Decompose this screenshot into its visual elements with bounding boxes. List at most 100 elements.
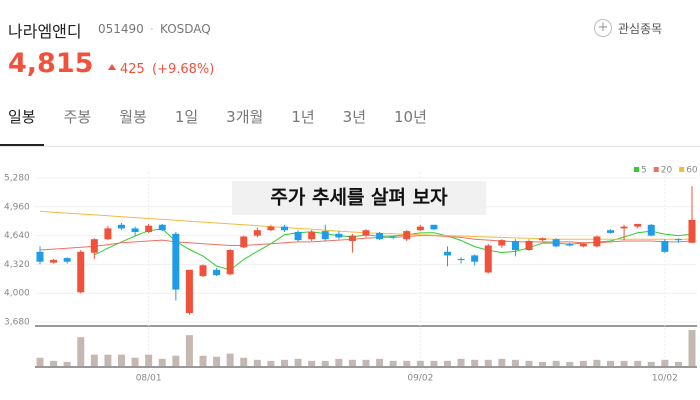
volume-bar bbox=[267, 360, 275, 366]
candle-body bbox=[335, 233, 343, 238]
candle-body bbox=[552, 239, 560, 247]
period-tab[interactable]: 주봉 bbox=[63, 108, 92, 126]
change: 425 bbox=[120, 62, 145, 77]
volume-bar bbox=[77, 337, 85, 366]
candle-body bbox=[240, 236, 248, 248]
candle-body bbox=[131, 228, 139, 232]
volume-bar bbox=[158, 358, 166, 366]
volume-bar bbox=[674, 361, 682, 366]
candle-body bbox=[362, 230, 370, 236]
y-tick-label: 5,280 bbox=[4, 174, 30, 184]
candle-body bbox=[566, 243, 574, 246]
candle-body bbox=[226, 250, 234, 275]
volume-bar bbox=[444, 360, 451, 366]
volume-bar bbox=[620, 360, 628, 366]
candle-body bbox=[471, 255, 479, 262]
volume-bar bbox=[335, 358, 343, 366]
candle-body bbox=[484, 245, 492, 273]
volume-bar bbox=[511, 359, 519, 366]
volume-bar bbox=[593, 359, 601, 366]
plus-icon: + bbox=[594, 19, 612, 37]
x-tick-label: 08/01 bbox=[136, 374, 162, 384]
x-tick-label: 10/02 bbox=[652, 374, 678, 384]
volume-bar bbox=[376, 358, 384, 366]
candle-body bbox=[661, 241, 669, 252]
candle-body bbox=[199, 265, 207, 277]
candle-body bbox=[498, 240, 506, 246]
volume-bar bbox=[281, 359, 288, 366]
legend-label: 60 bbox=[686, 166, 698, 176]
volume-bar bbox=[566, 361, 574, 366]
volume-bar bbox=[308, 360, 316, 366]
candle-body bbox=[444, 251, 451, 256]
volume-bar bbox=[145, 354, 153, 366]
market: KOSDAQ bbox=[160, 22, 211, 36]
candle-body bbox=[118, 224, 125, 229]
volume-bar bbox=[416, 360, 424, 366]
annotation: 주가 추세를 살펴 보자 bbox=[270, 187, 448, 209]
volume-bar bbox=[607, 360, 614, 366]
separator-dot: · bbox=[150, 22, 154, 36]
candle-body bbox=[185, 269, 193, 313]
volume-bar bbox=[348, 359, 356, 366]
candle-body bbox=[416, 226, 424, 231]
candle-body bbox=[321, 231, 329, 240]
legend-swatch bbox=[653, 167, 659, 172]
candle-body bbox=[145, 225, 153, 232]
candle-body bbox=[579, 243, 587, 247]
watch-label: 관심종목 bbox=[618, 21, 663, 36]
candle-body bbox=[674, 239, 682, 241]
y-tick-label: 4,960 bbox=[4, 202, 30, 212]
period-tab[interactable]: 1년 bbox=[291, 108, 315, 126]
y-tick-label: 4,320 bbox=[4, 260, 30, 270]
candle-body bbox=[158, 224, 166, 231]
candle-body bbox=[539, 238, 547, 241]
volume-bar bbox=[253, 359, 261, 366]
candle-body bbox=[634, 223, 642, 227]
legend-swatch bbox=[679, 167, 685, 172]
y-tick-label: 4,000 bbox=[4, 289, 30, 299]
volume-bar bbox=[104, 354, 112, 366]
candle-body bbox=[525, 241, 533, 250]
volume-bar bbox=[199, 355, 207, 366]
volume-bar bbox=[539, 361, 547, 366]
volume-bar bbox=[688, 330, 696, 366]
candle-body bbox=[281, 226, 288, 231]
candle-body bbox=[90, 239, 98, 253]
period-tab[interactable]: 1일 bbox=[174, 108, 199, 126]
candle-body bbox=[63, 258, 71, 262]
candle-body bbox=[36, 251, 44, 262]
x-tick-label: 09/02 bbox=[407, 374, 433, 384]
chart: 5,280 4,960 4,640 4,320 4,000 3,680 08/01 09/02… bbox=[4, 166, 698, 384]
volume-bar bbox=[525, 360, 533, 366]
volume-bar bbox=[634, 360, 642, 366]
candle-body bbox=[267, 226, 275, 231]
volume-bar bbox=[498, 358, 506, 366]
volume-bar bbox=[661, 359, 669, 366]
period-tab[interactable]: 3년 bbox=[342, 108, 367, 126]
volume-bar bbox=[389, 360, 397, 366]
candle-body bbox=[308, 232, 316, 240]
stock-name: 나라엠앤디 bbox=[8, 22, 82, 41]
watch-button[interactable]: + 관심종목 bbox=[594, 19, 662, 37]
y-tick-label: 4,640 bbox=[4, 231, 30, 241]
legend-label: 5 bbox=[641, 166, 647, 176]
volume-bar bbox=[403, 360, 411, 366]
period-tabs: 일봉 주봉 월봉 1일 3개월 1년 3년 10년 bbox=[0, 106, 447, 146]
change-percent: (+9.68%) bbox=[152, 62, 215, 77]
period-tab[interactable]: 3개월 bbox=[226, 108, 264, 126]
candle-body bbox=[511, 241, 519, 250]
candle-body bbox=[620, 226, 628, 229]
candle-body bbox=[172, 233, 180, 290]
period-tab[interactable]: 10년 bbox=[394, 108, 427, 126]
period-tab[interactable]: 월봉 bbox=[119, 108, 147, 126]
stock-code: 051490 bbox=[98, 22, 144, 36]
volume-bar bbox=[131, 357, 139, 366]
annotation-bg bbox=[232, 181, 486, 215]
volume-bar bbox=[647, 361, 655, 366]
volume-bar bbox=[321, 360, 329, 366]
period-tab[interactable]: 일봉 bbox=[0, 106, 44, 146]
volume-bar bbox=[484, 359, 492, 366]
candle-body bbox=[457, 259, 465, 260]
